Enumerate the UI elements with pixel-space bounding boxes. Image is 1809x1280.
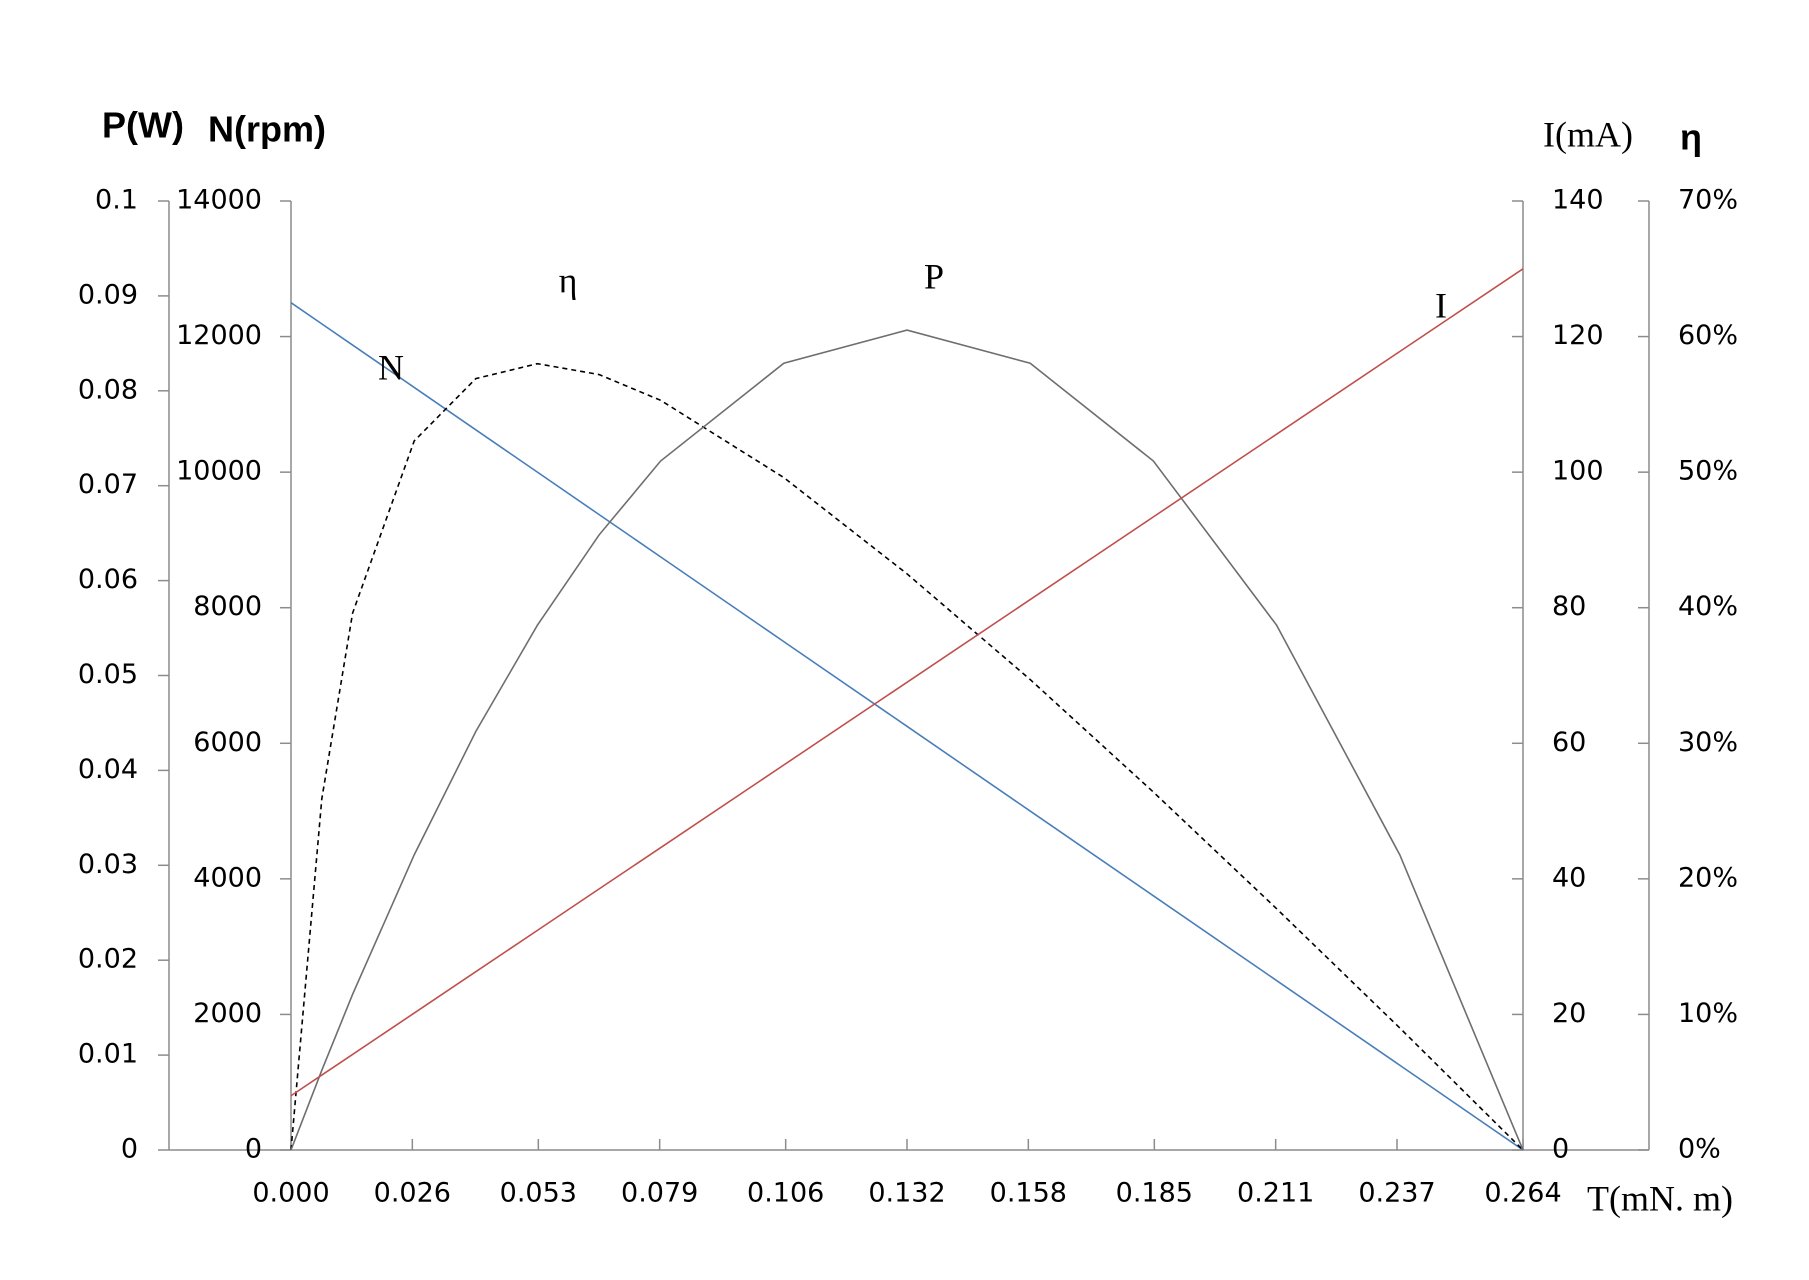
x-tick-label: 0.026 <box>374 1178 451 1209</box>
n-tick-label: 8000 <box>193 591 262 622</box>
i-tick-label: 60 <box>1552 727 1586 758</box>
x-tick-label: 0.132 <box>868 1178 945 1209</box>
i-axis-title: I(mA) <box>1543 114 1633 154</box>
x-axis-title: T(mN. m) <box>1587 1178 1733 1218</box>
p-tick-label: 0.06 <box>78 564 138 595</box>
p-tick-label: 0.09 <box>78 279 138 310</box>
series-label: N <box>378 347 404 387</box>
p-tick-label: 0.07 <box>78 469 138 500</box>
x-tick-label: 0.237 <box>1358 1178 1435 1209</box>
n-tick-label: 6000 <box>193 727 262 758</box>
i-tick-label: 80 <box>1552 591 1586 622</box>
i-tick-label: 20 <box>1552 998 1586 1029</box>
series-label: P <box>924 256 944 296</box>
series-label: η <box>559 260 578 300</box>
eta-tick-label: 10% <box>1678 998 1738 1029</box>
series-line <box>290 302 1524 1151</box>
eta-tick-label: 40% <box>1678 591 1738 622</box>
i-tick-label: 140 <box>1552 185 1604 216</box>
n-tick-label: 4000 <box>193 862 262 893</box>
p-tick-label: 0.08 <box>78 374 138 405</box>
n-tick-label: 2000 <box>193 998 262 1029</box>
x-tick-label: 0.185 <box>1116 1178 1193 1209</box>
x-tick-label: 0.106 <box>747 1178 824 1209</box>
eta-tick-label: 30% <box>1678 727 1738 758</box>
x-tick-label: 0.000 <box>252 1178 329 1209</box>
i-tick-label: 40 <box>1552 862 1586 893</box>
n-axis-title: N(rpm) <box>208 109 326 150</box>
n-tick-label: 14000 <box>176 185 262 216</box>
eta-tick-label: 60% <box>1678 320 1738 351</box>
p-tick-label: 0.02 <box>78 944 138 975</box>
eta-axis-title: η <box>1680 117 1702 158</box>
x-tick-label: 0.079 <box>621 1178 698 1209</box>
n-tick-label: 12000 <box>176 320 262 351</box>
p-axis-title: P(W) <box>102 105 184 146</box>
series-line <box>290 362 1524 1151</box>
n-tick-label: 0 <box>245 1134 262 1165</box>
i-tick-label: 120 <box>1552 320 1604 351</box>
eta-tick-label: 70% <box>1678 185 1738 216</box>
eta-tick-label: 20% <box>1678 862 1738 893</box>
p-tick-label: 0 <box>121 1134 138 1165</box>
p-tick-label: 0.1 <box>95 185 138 216</box>
i-tick-label: 0 <box>1552 1134 1569 1165</box>
x-tick-label: 0.264 <box>1484 1178 1561 1209</box>
p-tick-label: 0.04 <box>78 754 138 785</box>
i-tick-label: 100 <box>1552 456 1604 487</box>
series-line <box>290 329 1524 1151</box>
eta-tick-label: 0% <box>1678 1134 1721 1165</box>
x-tick-label: 0.158 <box>990 1178 1067 1209</box>
p-tick-label: 0.01 <box>78 1039 138 1070</box>
eta-tick-label: 50% <box>1678 456 1738 487</box>
p-tick-label: 0.03 <box>78 849 138 880</box>
p-tick-label: 0.05 <box>78 659 138 690</box>
series-line <box>290 268 1524 1097</box>
x-tick-label: 0.053 <box>500 1178 577 1209</box>
series-label: I <box>1435 285 1447 325</box>
x-tick-label: 0.211 <box>1237 1178 1314 1209</box>
n-tick-label: 10000 <box>176 456 262 487</box>
